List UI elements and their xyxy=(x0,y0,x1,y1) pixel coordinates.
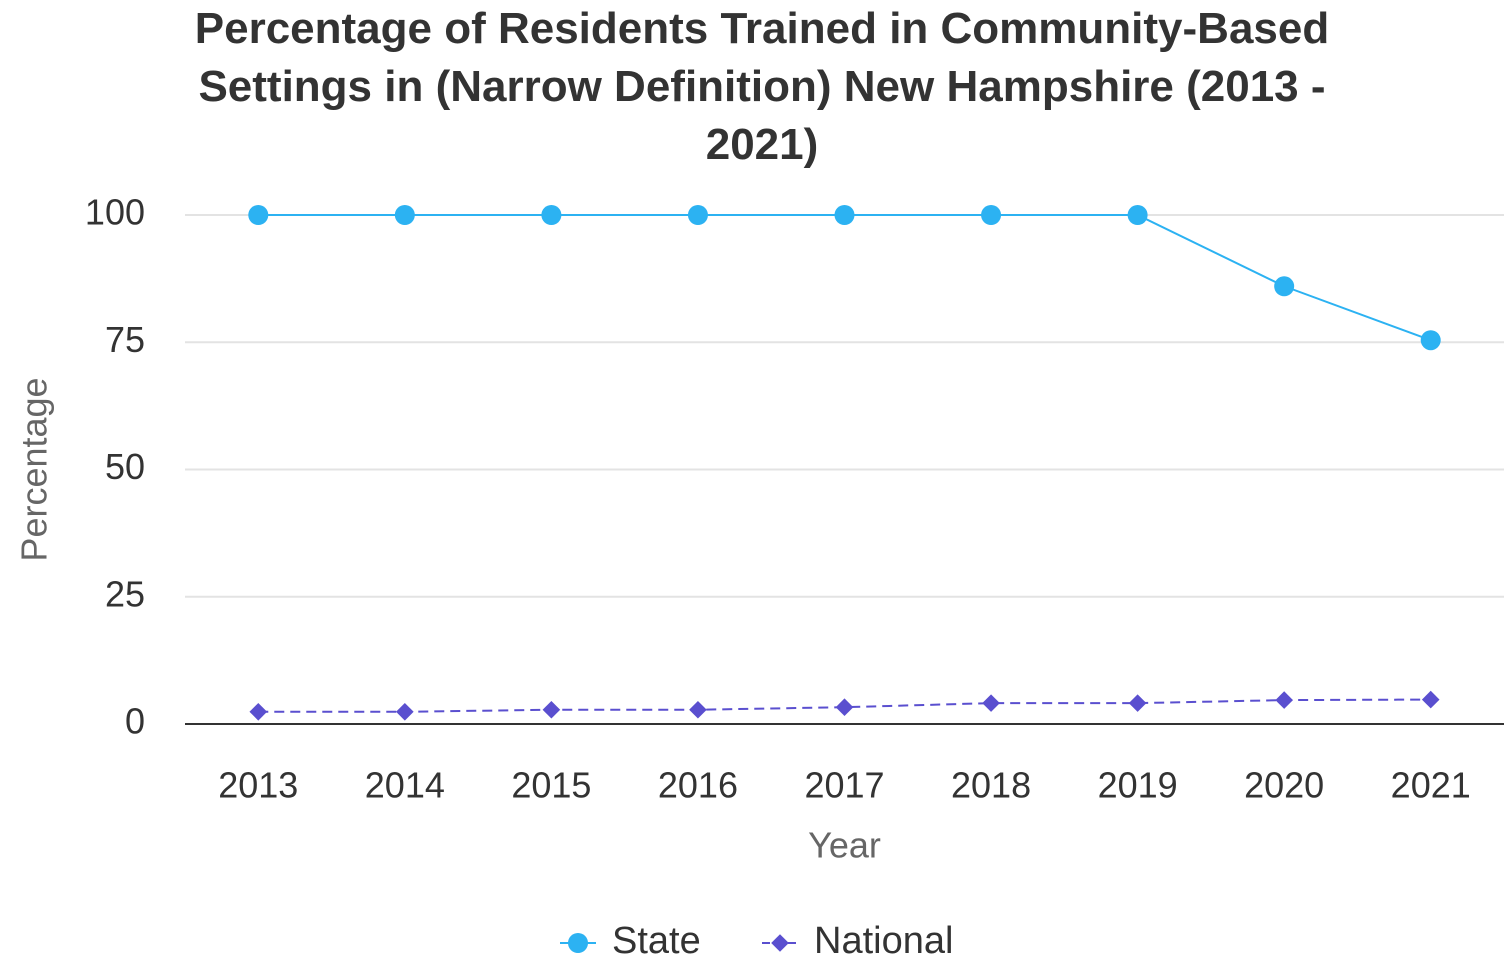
data-point xyxy=(981,205,1002,225)
legend-label: National xyxy=(814,920,953,962)
chart-title: Percentage of Residents Trained in Commu… xyxy=(194,4,1330,169)
x-tick-label: 2019 xyxy=(1098,765,1178,806)
series-line xyxy=(258,698,1431,713)
x-tick-label: 2017 xyxy=(804,765,884,806)
y-tick-label: 25 xyxy=(105,573,145,614)
data-point xyxy=(687,205,708,225)
data-point xyxy=(689,700,707,719)
data-point xyxy=(1274,276,1295,297)
data-point xyxy=(982,694,1000,712)
y-axis-label: Percentage xyxy=(14,377,55,561)
data-point xyxy=(542,700,561,719)
data-point xyxy=(394,205,415,225)
series-line xyxy=(258,214,1432,342)
x-tick-label: 2016 xyxy=(658,765,738,806)
legend-marker xyxy=(771,934,789,952)
data-point xyxy=(1421,690,1440,709)
y-tick-label: 0 xyxy=(125,701,145,742)
data-point xyxy=(396,702,414,721)
data-point xyxy=(1127,205,1148,225)
data-point xyxy=(1275,691,1293,709)
x-tick-label: 2014 xyxy=(365,765,445,806)
legend-label: State xyxy=(612,920,701,962)
x-tick-label: 2020 xyxy=(1244,765,1324,806)
data-point xyxy=(835,698,854,717)
data-point xyxy=(248,205,269,225)
data-point xyxy=(1128,694,1147,712)
data-point xyxy=(1420,330,1441,351)
x-tick-label: 2013 xyxy=(218,765,298,806)
data-point xyxy=(249,702,268,721)
y-tick-label: 100 xyxy=(85,192,145,233)
x-tick-label: 2018 xyxy=(951,765,1031,806)
y-tick-label: 75 xyxy=(105,319,145,360)
legend-marker xyxy=(568,933,588,953)
data-point xyxy=(541,205,562,225)
x-tick-label: 2021 xyxy=(1391,765,1471,806)
x-axis-label: Year xyxy=(808,825,881,866)
x-tick-label: 2015 xyxy=(511,765,591,806)
data-point xyxy=(834,205,855,225)
y-tick-label: 50 xyxy=(105,446,145,487)
